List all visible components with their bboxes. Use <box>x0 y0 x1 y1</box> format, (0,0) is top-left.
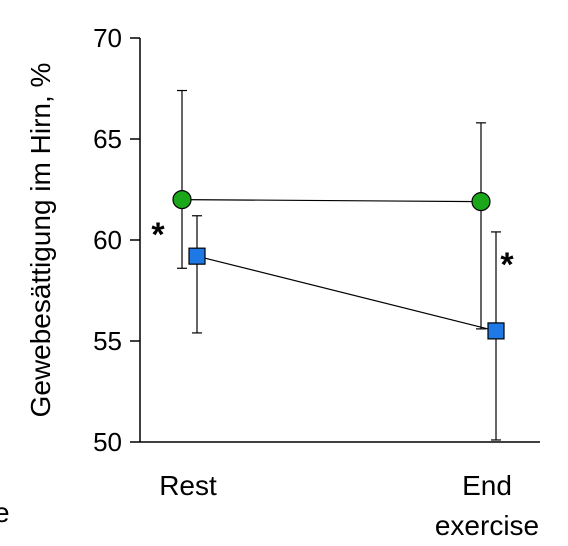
series-line <box>196 255 497 332</box>
data-point-circle <box>471 192 491 212</box>
significance-star: * <box>151 216 165 254</box>
data-markers <box>172 190 505 340</box>
clipped-text-fragment: e <box>0 497 10 528</box>
series-lines <box>181 199 497 332</box>
significance-star: * <box>500 246 514 284</box>
y-tick-label: 65 <box>93 124 122 154</box>
data-point-square <box>188 247 206 265</box>
data-point-circle <box>172 190 192 210</box>
data-point-square <box>487 322 505 340</box>
y-tick-label: 60 <box>93 225 122 255</box>
error-bars <box>177 89 501 441</box>
x-category-label: exercise <box>435 510 539 541</box>
y-axis-title: Gewebesättigung im Hirn, % <box>25 63 56 418</box>
x-category-label: End <box>462 470 512 501</box>
y-tick-label: 50 <box>93 427 122 457</box>
labels: 50 55 60 65 70 Rest End exercise Gewebesättigung… <box>0 23 539 541</box>
y-tick-label: 70 <box>93 23 122 53</box>
axes <box>130 37 540 443</box>
x-category-label: Rest <box>159 470 217 501</box>
series-line <box>181 199 482 203</box>
y-tick-label: 55 <box>93 326 122 356</box>
